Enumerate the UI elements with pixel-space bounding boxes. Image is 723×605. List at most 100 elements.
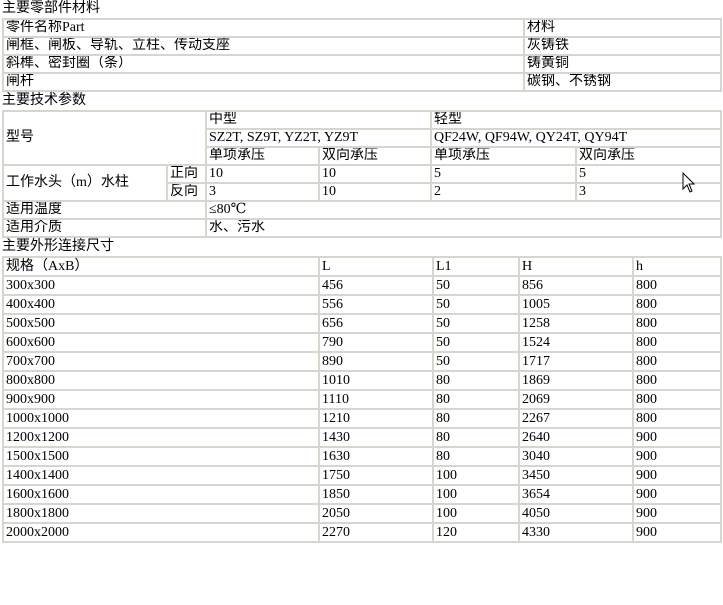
cell: 800 (632, 313, 722, 334)
table-row: 2000x2000 2270 120 4330 900 (2, 522, 722, 543)
cell: 900 (632, 522, 722, 543)
cell: 100 (432, 484, 520, 505)
cell: 4330 (518, 522, 634, 543)
cell: 900x900 (2, 389, 320, 410)
light-type: 轻型 (430, 110, 722, 130)
cell: 1869 (518, 370, 634, 391)
water-head-label: 工作水头（m）水柱 (2, 164, 168, 202)
cell: 2270 (318, 522, 434, 543)
cell: 700x700 (2, 351, 320, 372)
temp-label: 适用温度 (2, 200, 207, 220)
cell: 1500x1500 (2, 446, 320, 467)
table-row: 1600x1600 1850 100 3654 900 (2, 484, 722, 505)
table-row: 斜榫、密封圈（条） 铸黄铜 (2, 54, 722, 74)
cell: 1210 (318, 408, 434, 429)
cell: 3654 (518, 484, 634, 505)
cell: 300x300 (2, 275, 320, 296)
cell: 890 (318, 351, 434, 372)
cell: 556 (318, 294, 434, 315)
cell: 2 (430, 182, 577, 202)
table-row: 1500x1500 1630 80 3040 900 (2, 446, 722, 467)
pressure-header: 单项承压 (430, 146, 577, 166)
table-row: 300x300 456 50 856 800 (2, 275, 722, 296)
cell: 900 (632, 427, 722, 448)
table-row: 1400x1400 1750 100 3450 900 (2, 465, 722, 486)
cell: 10 (318, 182, 432, 202)
table-row: 闸框、闸板、导轨、立柱、传动支座 灰铸铁 (2, 36, 722, 56)
column-header: 规格（AxB） (2, 256, 320, 277)
cell: 800 (632, 408, 722, 429)
cell: 闸杆 (2, 72, 525, 92)
cell: 10 (205, 164, 320, 184)
cell: 100 (432, 503, 520, 524)
table-row: 400x400 556 50 1005 800 (2, 294, 722, 315)
cell: 1524 (518, 332, 634, 353)
cell: 1258 (518, 313, 634, 334)
table-row: 500x500 656 50 1258 800 (2, 313, 722, 334)
cell: 3 (205, 182, 320, 202)
cell: 120 (432, 522, 520, 543)
model-label: 型号 (2, 110, 207, 166)
table-header-row: 零件名称Part 材料 (2, 18, 722, 38)
medium-models: SZ2T, SZ9T, YZ2T, YZ9T (205, 128, 432, 148)
table-row: 1200x1200 1430 80 2640 900 (2, 427, 722, 448)
forward-label: 正向 (166, 164, 207, 184)
cell: 1750 (318, 465, 434, 486)
table-row: 1800x1800 2050 100 4050 900 (2, 503, 722, 524)
cell: 3450 (518, 465, 634, 486)
cell: 2267 (518, 408, 634, 429)
medium-type: 中型 (205, 110, 432, 130)
cell: 50 (432, 294, 520, 315)
cell: 656 (318, 313, 434, 334)
cell: 1005 (518, 294, 634, 315)
temp-value: ≤80℃ (205, 200, 722, 220)
cell: 50 (432, 351, 520, 372)
column-header: L (318, 256, 434, 277)
parts-heading: 主要零部件材料 (2, 1, 100, 16)
cell: 10 (318, 164, 432, 184)
table-row: 600x600 790 50 1524 800 (2, 332, 722, 353)
cell: 5 (575, 164, 722, 184)
cell: 80 (432, 389, 520, 410)
cell: 50 (432, 332, 520, 353)
pressure-header: 双向承压 (318, 146, 432, 166)
cell: 1800x1800 (2, 503, 320, 524)
cell: 800x800 (2, 370, 320, 391)
cell: 1717 (518, 351, 634, 372)
table-row: 700x700 890 50 1717 800 (2, 351, 722, 372)
cell: 800 (632, 294, 722, 315)
cell: 400x400 (2, 294, 320, 315)
cell: 2050 (318, 503, 434, 524)
cell: 50 (432, 313, 520, 334)
cell: 3 (575, 182, 722, 202)
cell: 1630 (318, 446, 434, 467)
cell: 1200x1200 (2, 427, 320, 448)
light-models: QF24W, QF94W, QY24T, QY94T (430, 128, 722, 148)
cell: 50 (432, 275, 520, 296)
cell: 2069 (518, 389, 634, 410)
medium-label: 适用介质 (2, 218, 207, 238)
cell: 5 (430, 164, 577, 184)
cell: 800 (632, 370, 722, 391)
cell: 2000x2000 (2, 522, 320, 543)
cell: 1400x1400 (2, 465, 320, 486)
cell: 800 (632, 332, 722, 353)
cell: 1850 (318, 484, 434, 505)
parts-table: 零件名称Part 材料 闸框、闸板、导轨、立柱、传动支座 灰铸铁 斜榫、密封圈（条… (2, 18, 722, 92)
cell: 3040 (518, 446, 634, 467)
cell: 500x500 (2, 313, 320, 334)
cell: 900 (632, 465, 722, 486)
cell: 1010 (318, 370, 434, 391)
cell: 闸框、闸板、导轨、立柱、传动支座 (2, 36, 525, 56)
header-material: 材料 (523, 18, 722, 38)
cell: 800 (632, 275, 722, 296)
cell: 80 (432, 370, 520, 391)
cell: 1430 (318, 427, 434, 448)
cell: 800 (632, 351, 722, 372)
pressure-header: 双向承压 (575, 146, 722, 166)
mouse-cursor-icon (682, 172, 696, 193)
cell: 800 (632, 389, 722, 410)
cell: 900 (632, 446, 722, 467)
